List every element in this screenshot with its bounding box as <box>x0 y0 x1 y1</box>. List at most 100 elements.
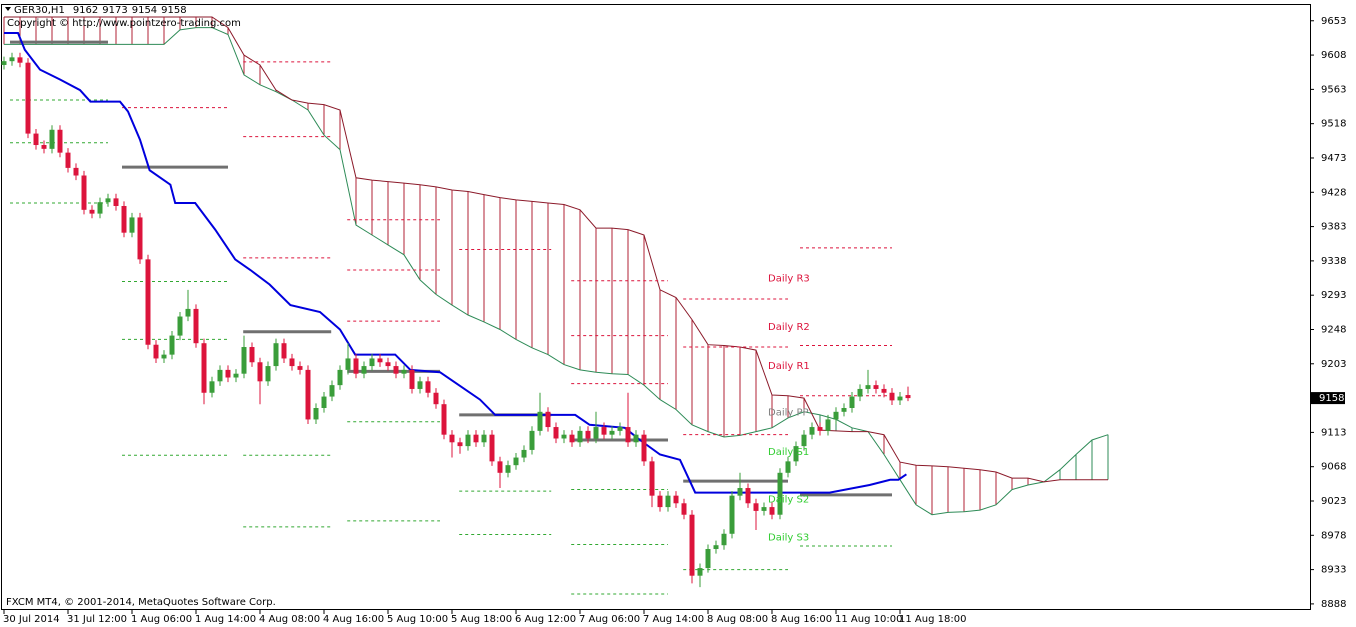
candle-body <box>881 388 887 393</box>
candle-body <box>801 434 807 447</box>
footer: FXCM MT4, © 2001-2014, MetaQuotes Softwa… <box>6 597 276 608</box>
candle-body <box>281 343 287 359</box>
symbol: GER30,H1 <box>14 5 65 16</box>
candle-body <box>681 503 687 515</box>
candle-body <box>865 385 871 389</box>
candle-body <box>297 366 303 370</box>
candle-body <box>737 488 743 496</box>
x-tick-label: 7 Aug 06:00 <box>579 614 640 625</box>
header: GER30,H1 9162 9173 9154 9158 <box>14 5 187 16</box>
candle-body <box>769 507 775 515</box>
candle-body <box>785 461 791 473</box>
y-tick-label: 8978 <box>1321 530 1346 541</box>
candle-body <box>481 434 487 443</box>
candle-body <box>809 427 815 435</box>
y-tick-label: 9248 <box>1321 324 1346 335</box>
pivot-label: Daily S1 <box>768 447 809 458</box>
candle-body <box>185 308 191 317</box>
candle-body <box>721 533 727 546</box>
candle-body <box>569 434 575 443</box>
candle-body <box>57 129 63 153</box>
x-tick-label: 1 Aug 14:00 <box>195 614 256 625</box>
candle-body <box>89 209 95 214</box>
x-tick-label: 11 Aug 10:00 <box>835 614 902 625</box>
candle-body <box>361 366 367 374</box>
plot-layer: Daily R3 Daily R2 Daily R1 Daily PP Daily S1… <box>1 16 1109 595</box>
candle-body <box>489 434 495 462</box>
candle-body <box>145 259 151 345</box>
candle-body <box>825 419 831 431</box>
cloud-edge <box>4 27 1109 516</box>
menu-arrow <box>5 7 11 11</box>
candle-body <box>313 408 319 420</box>
y-tick-label: 9563 <box>1321 84 1346 95</box>
pivot-label: Daily S3 <box>768 533 809 544</box>
candle-body <box>121 206 127 233</box>
candle-body <box>33 133 39 146</box>
candle-body <box>433 392 439 405</box>
candle-body <box>633 434 639 443</box>
candle-body <box>305 369 311 420</box>
candle-body <box>521 449 527 458</box>
candle-body <box>761 507 767 511</box>
candle-body <box>505 465 511 473</box>
candle-body <box>673 495 679 504</box>
candle-body <box>465 434 471 447</box>
y-tick-label: 9473 <box>1321 153 1346 164</box>
candle-body <box>345 358 351 370</box>
candle-body <box>537 411 543 431</box>
x-tick-label: 11 Aug 18:00 <box>899 614 966 625</box>
candle-body <box>833 411 839 420</box>
candle-body <box>425 381 431 393</box>
candle-body <box>225 369 231 378</box>
quote-open: 9162 <box>73 5 98 16</box>
candle-body <box>857 388 863 397</box>
candle-body <box>289 358 295 367</box>
candle-body <box>457 442 463 447</box>
x-tick-label: 6 Aug 12:00 <box>515 614 576 625</box>
candle-body <box>337 369 343 386</box>
candle-body <box>401 369 407 374</box>
x-tick-label: 5 Aug 18:00 <box>451 614 512 625</box>
y-tick-label: 9338 <box>1321 256 1346 267</box>
candle-body <box>353 358 359 374</box>
candle-body <box>417 381 423 389</box>
y-tick-label: 9608 <box>1321 50 1346 61</box>
quote-close: 9158 <box>161 5 186 16</box>
candle-body <box>657 495 663 508</box>
candle-body <box>321 396 327 408</box>
y-tick-label: 9023 <box>1321 496 1346 507</box>
candle-body <box>393 366 399 374</box>
candle-body <box>257 362 263 382</box>
candle-body <box>113 198 119 206</box>
candle-body <box>73 167 79 176</box>
y-tick-label: 9518 <box>1321 119 1346 130</box>
candle-body <box>849 396 855 408</box>
candle-body <box>665 495 671 508</box>
candle-body <box>249 347 255 363</box>
candle-body <box>49 129 55 149</box>
candle-body <box>609 430 615 435</box>
candle-body <box>209 381 215 393</box>
candle-body <box>753 503 759 511</box>
x-tick-label: 4 Aug 16:00 <box>323 614 384 625</box>
x-tick-label: 1 Aug 06:00 <box>131 614 192 625</box>
y-tick-label: 8933 <box>1321 565 1346 576</box>
candle-body <box>193 308 199 344</box>
y-tick-label: 9428 <box>1321 187 1346 198</box>
candle-body <box>65 152 71 168</box>
pivot-label: Daily R1 <box>768 361 810 372</box>
candle-body <box>105 198 111 203</box>
price-tag <box>1311 392 1345 405</box>
candle-body <box>369 358 375 367</box>
candle-body <box>201 343 207 393</box>
pivot-label: Daily S2 <box>768 494 809 505</box>
candle-body <box>793 446 799 462</box>
candle-body <box>177 316 183 336</box>
candle-body <box>873 385 879 389</box>
candle-body <box>161 354 167 359</box>
pivot-label: Daily PP <box>768 408 809 419</box>
